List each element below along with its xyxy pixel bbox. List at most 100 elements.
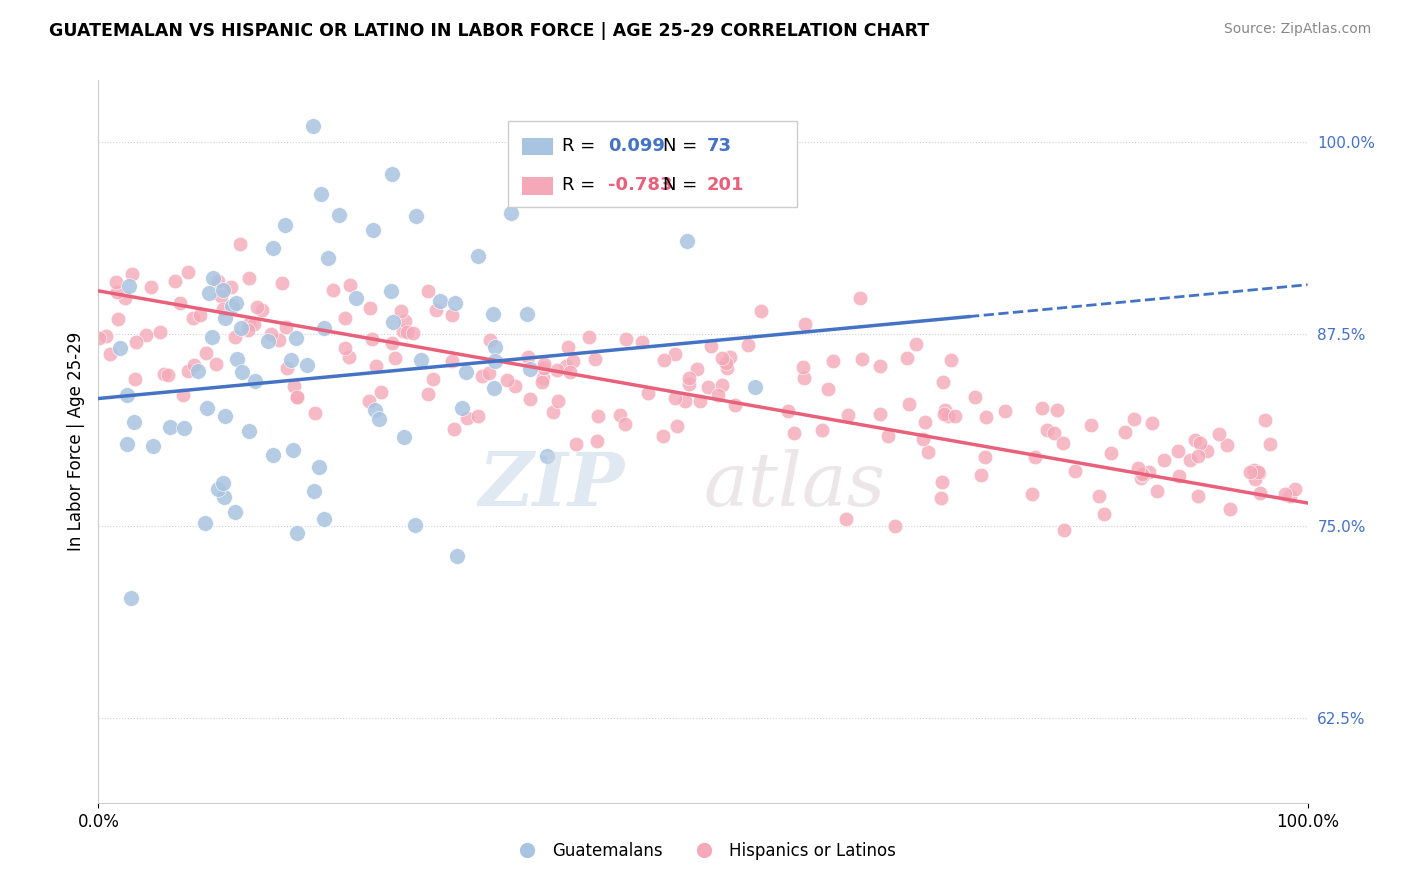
Point — [471, 369, 494, 384]
Point — [939, 353, 962, 368]
Point — [974, 409, 997, 424]
Point — [1243, 472, 1265, 486]
Point — [231, 320, 253, 334]
Point — [120, 591, 142, 606]
Point — [405, 209, 427, 223]
Point — [257, 334, 280, 348]
Point — [335, 310, 357, 325]
Point — [1279, 489, 1302, 503]
Point — [87, 331, 110, 345]
Point — [1168, 468, 1191, 483]
Point — [1053, 523, 1076, 537]
Point — [547, 393, 569, 408]
Point — [478, 366, 501, 380]
Point — [309, 187, 332, 202]
Point — [181, 311, 204, 326]
Point — [586, 409, 609, 423]
Point — [214, 409, 236, 424]
Point — [558, 365, 581, 379]
Point — [118, 279, 141, 293]
Point — [664, 391, 686, 405]
Text: -0.783: -0.783 — [607, 176, 672, 194]
Point — [1247, 465, 1270, 479]
Point — [1284, 482, 1306, 496]
Point — [965, 390, 987, 404]
Point — [229, 236, 252, 251]
Point — [541, 405, 564, 419]
Point — [934, 403, 956, 417]
Point — [117, 437, 139, 451]
Text: GUATEMALAN VS HISPANIC OR LATINO IN LABOR FORCE | AGE 25-29 CORRELATION CHART: GUATEMALAN VS HISPANIC OR LATINO IN LABO… — [49, 22, 929, 40]
Point — [322, 283, 344, 297]
Point — [238, 425, 260, 439]
Point — [609, 408, 631, 422]
Point — [212, 476, 235, 491]
Point — [794, 317, 817, 331]
Point — [554, 359, 576, 373]
Point — [214, 310, 236, 325]
Point — [1092, 508, 1115, 522]
Point — [1137, 465, 1160, 479]
Point — [482, 381, 505, 395]
Point — [912, 432, 935, 446]
Point — [1132, 467, 1154, 482]
Point — [1114, 425, 1136, 439]
Point — [142, 439, 165, 453]
Point — [776, 404, 799, 418]
Point — [531, 371, 554, 385]
Point — [782, 426, 804, 441]
Point — [260, 327, 283, 342]
Point — [444, 295, 467, 310]
Point — [267, 333, 290, 347]
Point — [652, 353, 675, 368]
Point — [392, 430, 415, 444]
Point — [1219, 502, 1241, 516]
Point — [1042, 426, 1064, 441]
Point — [451, 401, 474, 416]
Point — [637, 386, 659, 401]
Point — [1126, 461, 1149, 475]
Point — [533, 357, 555, 371]
Point — [212, 490, 235, 504]
Point — [384, 351, 406, 366]
Point — [1080, 417, 1102, 432]
Point — [173, 421, 195, 435]
Point — [631, 334, 654, 349]
Point — [905, 337, 928, 351]
Point — [749, 303, 772, 318]
Point — [869, 359, 891, 373]
Point — [212, 283, 235, 297]
Point — [159, 420, 181, 434]
Point — [380, 335, 402, 350]
Point — [716, 360, 738, 375]
Point — [195, 401, 218, 416]
Point — [484, 340, 506, 354]
Point — [212, 302, 235, 317]
Point — [1052, 435, 1074, 450]
Point — [484, 353, 506, 368]
Point — [124, 372, 146, 386]
Point — [446, 549, 468, 564]
Point — [274, 320, 297, 334]
Point — [1063, 464, 1085, 478]
Point — [380, 284, 402, 298]
Point — [280, 353, 302, 368]
Text: 73: 73 — [706, 136, 731, 154]
Point — [1153, 453, 1175, 467]
Point — [503, 378, 526, 392]
Point — [198, 285, 221, 300]
Point — [562, 353, 585, 368]
Point — [224, 505, 246, 519]
Point — [1099, 445, 1122, 459]
Point — [328, 208, 350, 222]
Point — [877, 429, 900, 443]
Point — [467, 249, 489, 263]
Point — [1031, 401, 1053, 415]
Point — [283, 442, 305, 457]
Point — [932, 407, 955, 421]
Point — [700, 339, 723, 353]
Point — [308, 459, 330, 474]
Point — [1021, 487, 1043, 501]
Point — [176, 265, 198, 279]
Point — [1146, 484, 1168, 499]
